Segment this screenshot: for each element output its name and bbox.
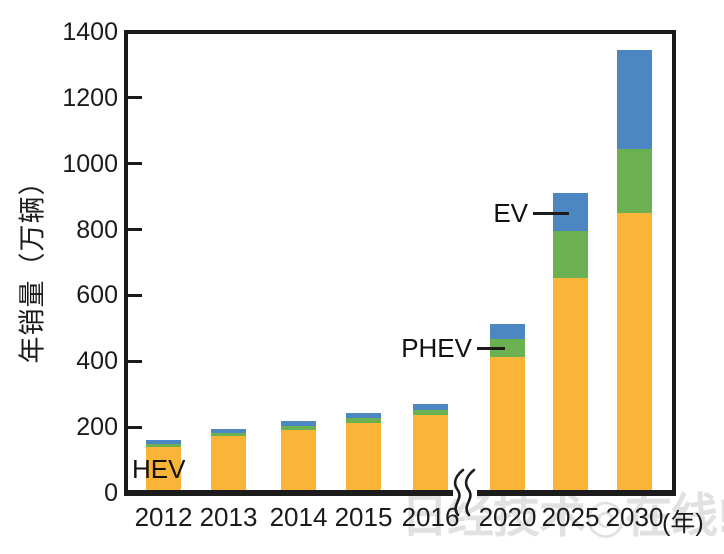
annotation-hev: HEV	[132, 454, 186, 484]
bar-segment-hev-2012	[146, 446, 181, 493]
y-tick-200	[128, 425, 142, 429]
leader-line-ev	[533, 212, 569, 215]
x-tick-label-2030: 2030	[605, 502, 664, 532]
y-tick-label-400: 400	[76, 347, 118, 376]
bar-segment-hev-2013	[211, 436, 246, 493]
bar-segment-ev-2014	[281, 420, 316, 426]
plot-frame-top	[124, 30, 676, 34]
x-axis-line	[124, 490, 676, 496]
bar-segment-phev-2030	[617, 148, 652, 214]
bar-segment-ev-2025	[553, 193, 588, 231]
x-axis-unit-label: (年)	[662, 509, 704, 537]
y-tick-label-800: 800	[76, 215, 118, 244]
y-tick-600	[128, 293, 142, 297]
bar-segment-hev-2025	[553, 277, 588, 493]
y-tick-400	[128, 359, 142, 363]
y-tick-label-1000: 1000	[62, 149, 118, 178]
bar-segment-hev-2015	[346, 422, 381, 493]
y-tick-label-200: 200	[76, 413, 118, 442]
bar-segment-ev-2012	[146, 439, 181, 444]
x-tick-label-2016: 2016	[401, 502, 460, 532]
axis-break-icon	[453, 468, 477, 517]
x-tick-label-2014: 2014	[269, 502, 328, 532]
bar-segment-phev-2014	[281, 425, 316, 430]
y-tick-800	[128, 228, 142, 232]
bar-segment-hev-2016	[413, 414, 448, 493]
y-tick-1000	[128, 162, 142, 166]
bar-segment-ev-2016	[413, 404, 448, 410]
y-tick-label-1400: 1400	[62, 18, 118, 46]
y-tick-label-0: 0	[104, 479, 118, 507]
annotation-ev: EV	[493, 198, 528, 228]
x-tick-label-2015: 2015	[334, 502, 393, 532]
x-tick-label-2020: 2020	[478, 502, 537, 532]
plot-frame-right	[672, 30, 676, 496]
bar-segment-phev-2015	[346, 417, 381, 423]
y-tick-label-1200: 1200	[62, 83, 118, 112]
bar-segment-ev-2015	[346, 412, 381, 418]
bar-segment-ev-2030	[617, 50, 652, 149]
y-tick-label-600: 600	[76, 281, 118, 310]
bar-segment-ev-2013	[211, 428, 246, 434]
bar-segment-phev-2012	[146, 443, 181, 447]
y-axis-title: 年销量（万辆）	[17, 167, 48, 364]
x-tick-label-2012: 2012	[134, 502, 193, 532]
bar-segment-hev-2014	[281, 429, 316, 493]
bar-segment-ev-2020	[490, 324, 525, 340]
bar-segment-phev-2025	[553, 230, 588, 278]
y-tick-1200	[128, 96, 142, 100]
x-tick-label-2025: 2025	[541, 502, 600, 532]
bar-segment-hev-2030	[617, 213, 652, 493]
x-tick-label-2013: 2013	[199, 502, 258, 532]
plot-frame-left	[124, 30, 128, 496]
bar-segment-hev-2020	[490, 356, 525, 493]
annotation-phev: PHEV	[401, 333, 472, 363]
bar-segment-phev-2016	[413, 409, 448, 415]
leader-line-phev	[477, 347, 505, 350]
bar-segment-phev-2020	[490, 339, 525, 357]
bar-segment-phev-2013	[211, 433, 246, 437]
